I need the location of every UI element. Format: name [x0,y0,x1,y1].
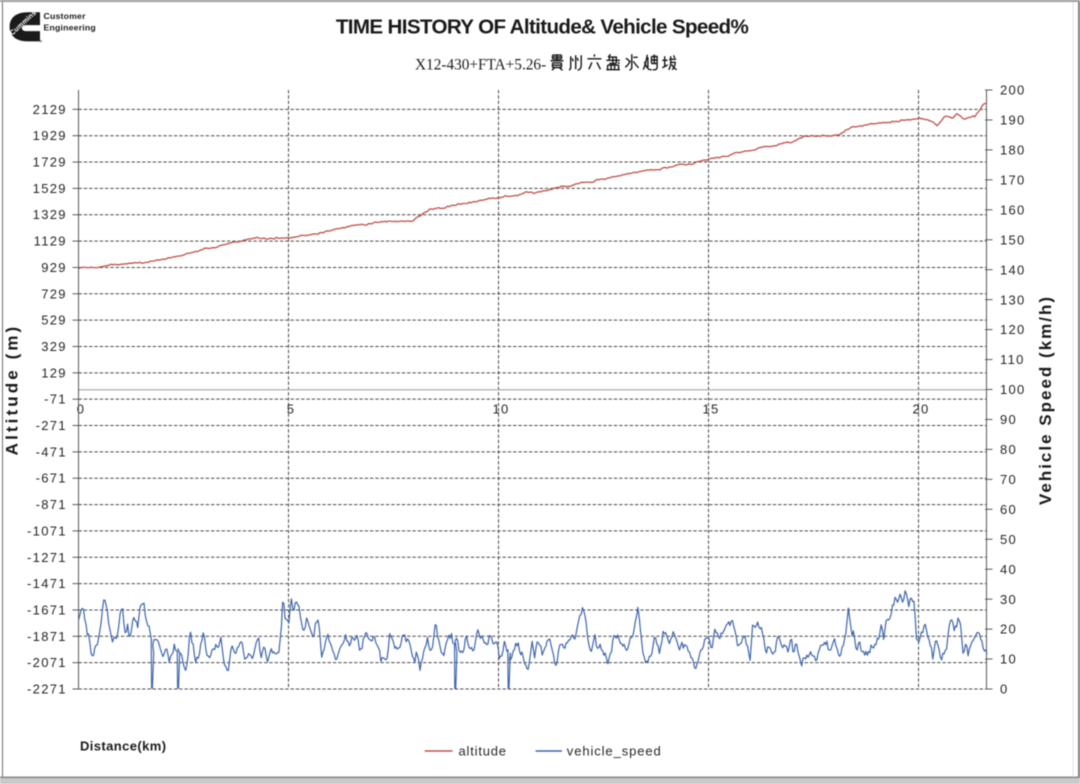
svg-text:altitude: altitude [459,744,507,759]
svg-text:190: 190 [1000,113,1026,128]
svg-text:-271: -271 [36,418,67,433]
svg-text:-1071: -1071 [27,523,67,538]
svg-text:-1871: -1871 [27,629,67,644]
svg-text:-671: -671 [36,471,67,486]
svg-text:0: 0 [77,402,86,417]
svg-text:X12-430+FTA+5.26-: X12-430+FTA+5.26- [415,56,546,73]
svg-text:Engineering: Engineering [44,23,96,33]
svg-text:Distance(km): Distance(km) [80,739,166,754]
svg-text:129: 129 [41,365,67,380]
svg-text:140: 140 [1000,262,1026,277]
svg-text:-1671: -1671 [27,602,67,617]
svg-text:170: 170 [1000,172,1026,187]
svg-text:-471: -471 [36,444,67,459]
svg-text:30: 30 [1000,592,1017,607]
svg-text:-2071: -2071 [27,655,67,670]
svg-text:120: 120 [1000,322,1026,337]
svg-text:60: 60 [1000,502,1017,517]
svg-text:Altitude (m): Altitude (m) [3,324,22,456]
svg-text:929: 929 [41,260,67,275]
svg-text:2129: 2129 [33,102,67,117]
svg-text:-71: -71 [44,392,67,407]
svg-text:1129: 1129 [34,234,67,249]
svg-text:329: 329 [41,339,67,354]
svg-text:1529: 1529 [33,181,67,196]
svg-text:20: 20 [1000,622,1017,637]
svg-text:0: 0 [1000,682,1009,697]
svg-text:150: 150 [1000,232,1026,247]
svg-text:200: 200 [1000,83,1026,98]
svg-text:90: 90 [1000,412,1017,427]
svg-text:15: 15 [702,402,719,417]
svg-text:180: 180 [1000,143,1026,158]
svg-text:Vehicle Speed (km/h): Vehicle Speed (km/h) [1036,295,1055,505]
svg-text:529: 529 [41,313,67,328]
svg-text:5: 5 [287,402,296,417]
svg-text:160: 160 [1000,202,1026,217]
svg-text:729: 729 [41,286,67,301]
svg-text:100: 100 [1000,382,1026,397]
svg-text:Customer: Customer [44,11,87,21]
svg-text:1729: 1729 [33,155,67,170]
svg-text:-1471: -1471 [27,576,67,591]
svg-text:70: 70 [1000,472,1017,487]
svg-text:110: 110 [1000,352,1025,367]
svg-text:40: 40 [1000,562,1017,577]
svg-text:80: 80 [1000,442,1017,457]
svg-text:-2271: -2271 [27,682,67,697]
svg-text:TIME HISTORY OF Altitude& Vehi: TIME HISTORY OF Altitude& Vehicle Speed% [336,16,749,39]
svg-text:vehicle_speed: vehicle_speed [567,744,662,759]
svg-text:50: 50 [1000,532,1017,547]
svg-text:20: 20 [912,402,929,417]
svg-text:-1271: -1271 [27,550,67,565]
svg-text:-871: -871 [36,497,67,512]
svg-text:130: 130 [1000,292,1026,307]
svg-text:1329: 1329 [33,207,67,222]
svg-text:10: 10 [1000,652,1017,667]
svg-text:1929: 1929 [33,128,67,143]
svg-text:10: 10 [492,402,509,417]
